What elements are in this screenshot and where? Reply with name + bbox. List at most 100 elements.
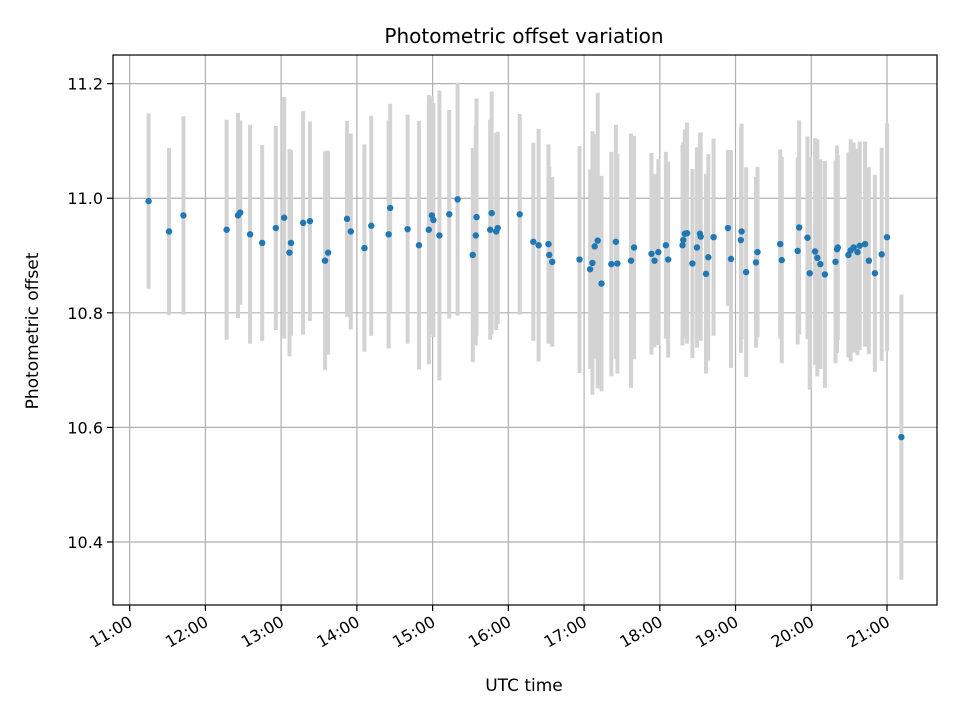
data-point bbox=[834, 244, 841, 251]
data-point bbox=[589, 259, 596, 267]
data-point bbox=[794, 247, 801, 255]
data-point bbox=[488, 209, 495, 217]
data-point bbox=[878, 251, 885, 258]
data-point bbox=[598, 280, 605, 287]
data-point bbox=[594, 237, 601, 244]
data-point bbox=[430, 216, 437, 224]
data-point bbox=[664, 256, 672, 263]
data-point bbox=[343, 215, 351, 223]
data-point bbox=[614, 260, 621, 267]
data-point bbox=[347, 228, 355, 235]
data-point bbox=[361, 244, 368, 252]
data-point bbox=[608, 260, 615, 268]
data-point bbox=[679, 242, 686, 249]
data-point bbox=[576, 256, 583, 263]
data-point bbox=[778, 256, 785, 264]
x-axis-title: UTC time bbox=[485, 676, 563, 696]
data-point bbox=[630, 244, 638, 251]
data-point bbox=[180, 212, 187, 219]
data-point bbox=[662, 242, 670, 249]
data-point bbox=[737, 236, 745, 244]
data-points bbox=[145, 196, 905, 441]
data-point bbox=[710, 233, 717, 241]
data-point bbox=[306, 217, 314, 225]
data-point bbox=[415, 242, 423, 249]
data-point bbox=[546, 251, 553, 259]
data-point bbox=[861, 240, 869, 248]
data-point bbox=[651, 257, 658, 264]
data-point bbox=[817, 260, 824, 268]
data-point bbox=[727, 255, 735, 263]
y-axis-title: Photometric offset bbox=[23, 252, 43, 409]
data-point bbox=[752, 259, 760, 266]
data-point bbox=[591, 243, 598, 250]
data-point bbox=[404, 225, 411, 233]
data-point bbox=[850, 244, 857, 251]
data-point bbox=[549, 258, 556, 266]
data-point bbox=[385, 231, 392, 238]
y-axis: 10.4 10.6 10.8 11.0 11.2 bbox=[67, 75, 113, 552]
y-tick-label: 10.8 bbox=[67, 304, 103, 323]
data-point bbox=[804, 234, 811, 241]
data-point bbox=[738, 228, 745, 235]
data-point bbox=[898, 433, 905, 441]
data-point bbox=[246, 231, 254, 238]
data-point bbox=[777, 240, 784, 248]
data-point bbox=[814, 254, 821, 262]
data-point bbox=[697, 233, 704, 240]
data-point bbox=[530, 238, 537, 245]
data-point bbox=[705, 254, 712, 261]
data-point bbox=[436, 232, 443, 239]
plot-frame bbox=[112, 54, 938, 606]
data-point bbox=[821, 271, 829, 278]
y-tick-label: 10.6 bbox=[67, 418, 103, 437]
data-point bbox=[494, 224, 501, 232]
data-point bbox=[368, 222, 375, 229]
data-point bbox=[165, 228, 173, 235]
data-point bbox=[223, 226, 230, 233]
y-tick-label: 11.0 bbox=[67, 189, 103, 208]
data-point bbox=[321, 257, 329, 264]
data-point bbox=[689, 260, 696, 267]
data-point bbox=[795, 224, 803, 231]
data-point bbox=[648, 250, 655, 258]
y-tick-label: 11.2 bbox=[67, 75, 103, 94]
data-point bbox=[258, 239, 266, 247]
data-point bbox=[806, 270, 813, 277]
data-point bbox=[425, 226, 433, 233]
data-point bbox=[472, 232, 479, 239]
data-point bbox=[386, 204, 394, 212]
data-point bbox=[627, 257, 635, 264]
data-point bbox=[535, 242, 542, 249]
data-point bbox=[272, 224, 280, 232]
chart-title: Photometric offset variation bbox=[384, 24, 663, 48]
data-point bbox=[724, 224, 732, 232]
data-point bbox=[883, 233, 891, 241]
data-point bbox=[299, 219, 307, 227]
data-point bbox=[871, 270, 879, 277]
data-point bbox=[680, 236, 687, 244]
data-point bbox=[811, 248, 819, 255]
data-point bbox=[145, 197, 152, 205]
data-point bbox=[856, 242, 863, 249]
data-point bbox=[473, 213, 480, 221]
data-point bbox=[469, 251, 476, 259]
data-point bbox=[742, 268, 750, 276]
data-point bbox=[516, 211, 523, 218]
data-point bbox=[865, 257, 873, 264]
data-point bbox=[854, 248, 861, 256]
data-point bbox=[754, 248, 761, 256]
data-point bbox=[702, 270, 710, 278]
data-point bbox=[683, 229, 691, 237]
data-point bbox=[287, 239, 295, 247]
data-point bbox=[586, 266, 594, 273]
data-point bbox=[486, 226, 494, 233]
data-point bbox=[446, 211, 453, 218]
y-tick-label: 10.4 bbox=[67, 533, 103, 552]
data-point bbox=[832, 258, 839, 266]
data-point bbox=[545, 240, 552, 248]
data-point bbox=[655, 248, 662, 256]
data-point bbox=[693, 244, 701, 251]
